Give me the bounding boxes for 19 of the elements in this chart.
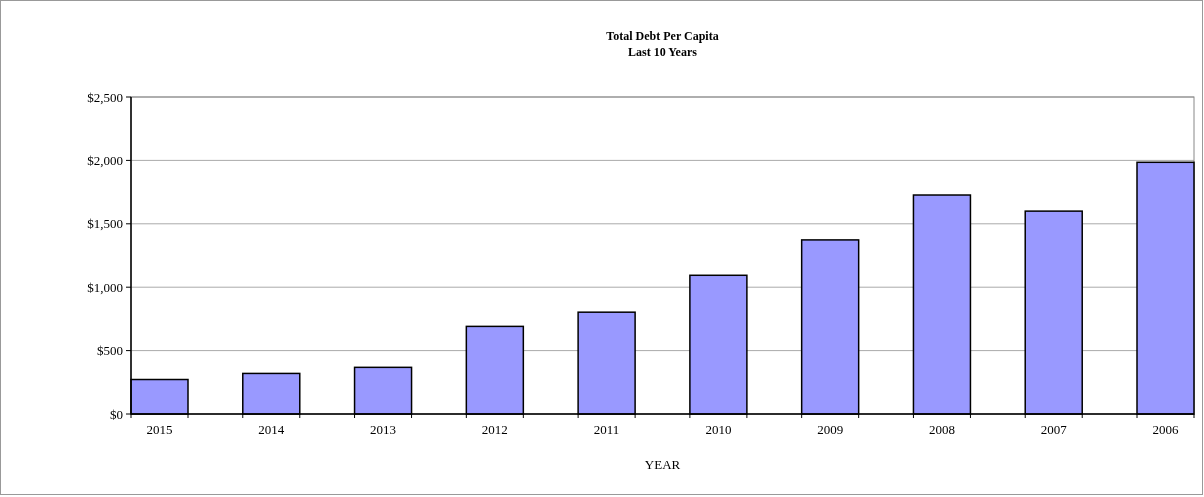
x-axis-title: YEAR [644,457,681,472]
y-tick-label: $2,500 [87,89,123,105]
y-tick-label: $0 [110,406,123,422]
chart-title: Total Debt Per Capita [606,29,719,43]
x-tick-label: 2007 [1040,422,1068,437]
x-tick-label: 2011 [593,422,620,437]
x-tick-label: 2015 [146,422,173,437]
x-tick-label: 2013 [370,422,397,437]
x-tick-label: 2009 [817,422,844,437]
y-tick-label: $500 [97,343,123,359]
x-tick-label: 2008 [928,422,955,437]
y-tick-label: $2,000 [87,152,123,168]
x-tick-label: 2012 [481,422,508,437]
chart-subtitle: Last 10 Years [628,45,698,59]
x-tick-label: 2014 [258,422,285,437]
y-tick-label: $1,500 [87,216,123,232]
x-tick-label: 2010 [705,422,732,437]
y-tick-label: $1,000 [87,279,123,295]
x-tick-label: 2006 [1152,422,1179,437]
